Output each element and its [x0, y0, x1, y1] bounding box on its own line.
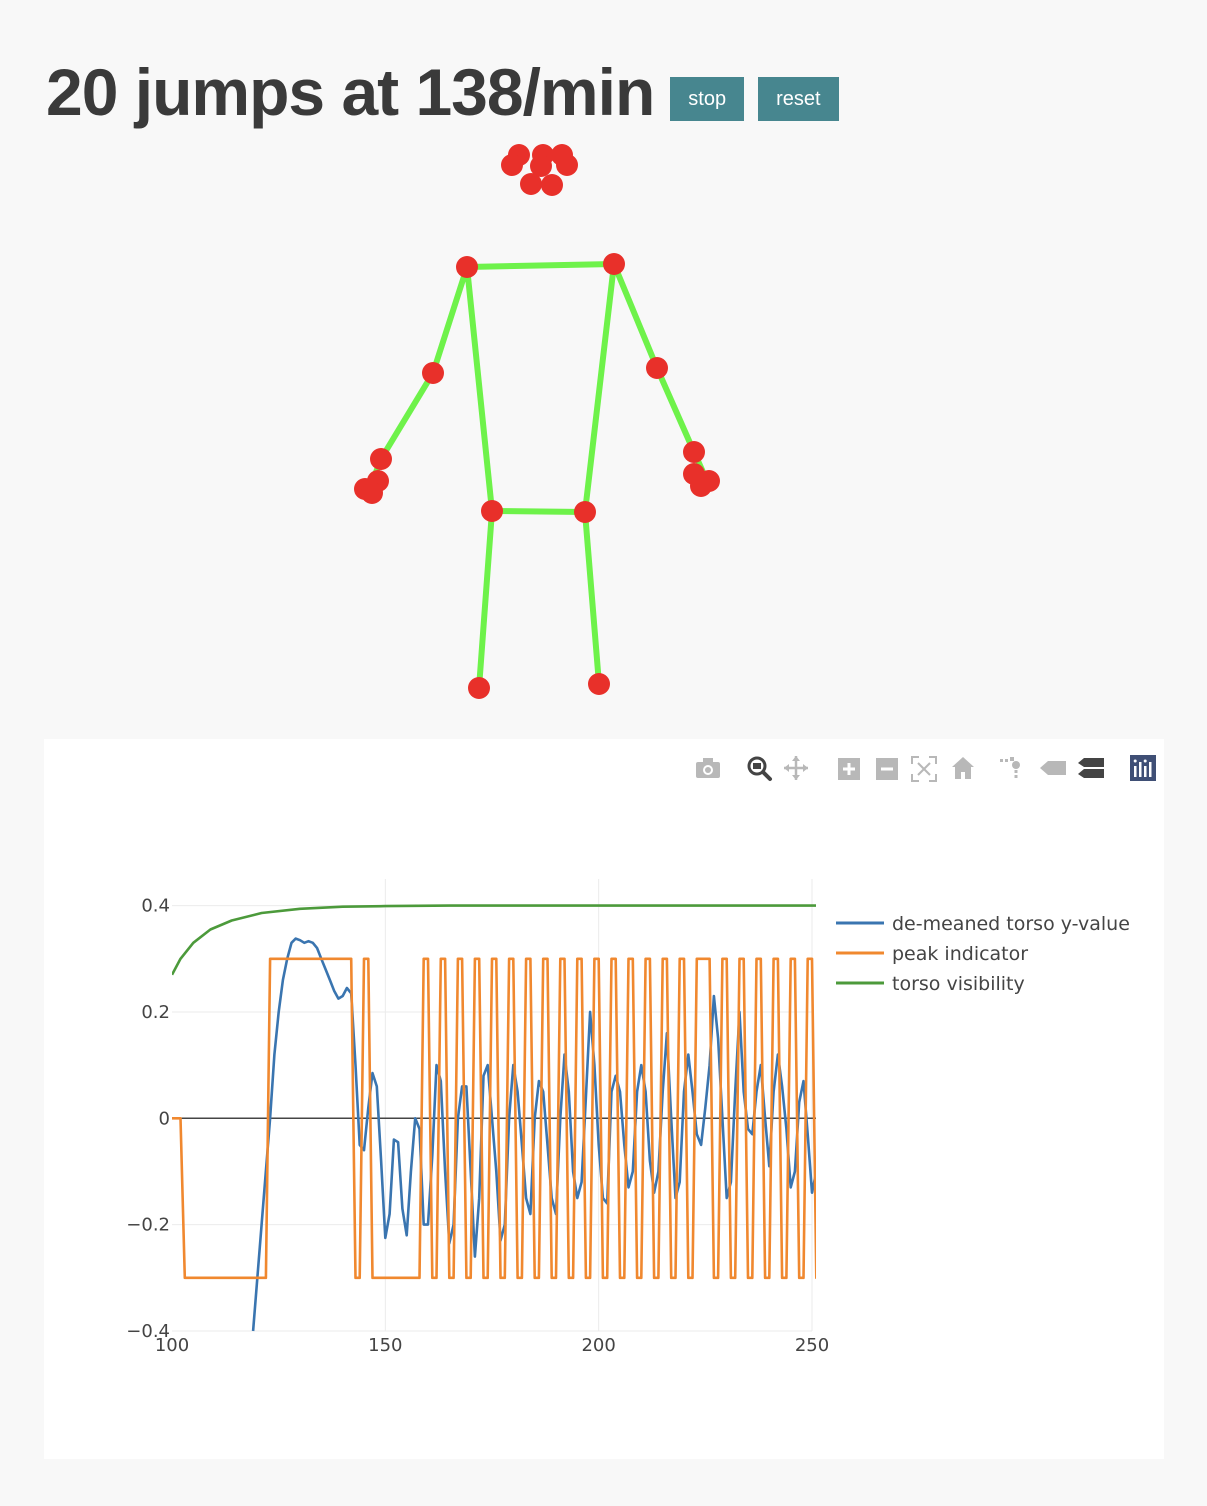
- left-torso-bone: [464, 264, 495, 514]
- left-upper-arm-bone: [430, 264, 470, 376]
- hover-compare-icon[interactable]: [1078, 758, 1104, 778]
- shoulder-bone: [464, 261, 617, 270]
- line-chart[interactable]: 100 150 200 250 0.4 0.2 0 −0.2 −0.4 de-meaned to…: [44, 739, 1164, 1459]
- left-thigh-bone: [476, 508, 495, 691]
- chart-legend[interactable]: de-meaned torso y-value peak indicator tor…: [836, 913, 1130, 995]
- right-wrist-joint: [683, 441, 705, 463]
- reset-button[interactable]: reset: [758, 77, 839, 121]
- skeleton-bones: [367, 261, 710, 691]
- skeleton-joints: [354, 144, 720, 699]
- face-point: [501, 154, 523, 176]
- legend-item[interactable]: torso visibility: [836, 973, 1025, 995]
- x-tick-label: 250: [795, 1335, 829, 1356]
- face-point: [541, 174, 563, 196]
- chart-ticks: 100 150 200 250 0.4 0.2 0 −0.2 −0.4: [126, 896, 829, 1356]
- legend-item[interactable]: de-meaned torso y-value: [836, 913, 1130, 935]
- x-tick-label: 200: [581, 1335, 615, 1356]
- series-line-2: [172, 904, 816, 976]
- zoom-out-icon[interactable]: [876, 758, 898, 780]
- y-tick-label: −0.2: [126, 1215, 170, 1236]
- right-upper-arm-bone: [611, 261, 660, 371]
- legend-label: peak indicator: [892, 943, 1028, 965]
- hip-bone: [489, 508, 588, 515]
- legend-label: de-meaned torso y-value: [892, 913, 1130, 935]
- right-knee-joint: [588, 673, 610, 695]
- plot-panel: 100 150 200 250 0.4 0.2 0 −0.2 −0.4 de-meaned to…: [44, 739, 1164, 1459]
- legend-label: torso visibility: [892, 973, 1025, 995]
- left-knee-joint: [468, 677, 490, 699]
- chart-series: [172, 904, 816, 1332]
- hover-closest-icon[interactable]: [1040, 761, 1066, 775]
- right-elbow-joint: [646, 357, 668, 379]
- face-point: [556, 154, 578, 176]
- y-tick-label: 0.2: [141, 1002, 170, 1023]
- pan-icon[interactable]: [784, 756, 808, 780]
- right-hand-joint: [690, 475, 712, 497]
- left-hand-joint: [361, 482, 383, 504]
- right-thigh-bone: [582, 509, 602, 687]
- right-hip-joint: [574, 501, 596, 523]
- y-tick-label: 0: [159, 1108, 170, 1129]
- spike-lines-icon[interactable]: [1000, 757, 1020, 778]
- page-title: 20 jumps at 138/min: [46, 55, 655, 129]
- left-wrist-joint: [370, 448, 392, 470]
- left-hip-joint: [481, 500, 503, 522]
- left-shoulder-joint: [456, 256, 478, 278]
- right-forearm-bone: [654, 365, 697, 455]
- x-tick-label: 100: [155, 1335, 189, 1356]
- left-elbow-joint: [422, 362, 444, 384]
- series-line-1: [172, 957, 816, 1280]
- zoom-icon[interactable]: [747, 756, 772, 781]
- home-icon[interactable]: [952, 757, 974, 779]
- plot-modebar: [696, 755, 1156, 782]
- pose-skeleton: [354, 144, 720, 699]
- autoscale-icon[interactable]: [911, 756, 937, 782]
- legend-item[interactable]: peak indicator: [836, 943, 1028, 965]
- x-tick-label: 150: [368, 1335, 402, 1356]
- face-point: [520, 173, 542, 195]
- plotly-logo-icon[interactable]: [1130, 755, 1156, 781]
- right-shoulder-joint: [603, 253, 625, 275]
- y-tick-label: 0.4: [141, 896, 170, 917]
- zoom-in-icon[interactable]: [838, 758, 860, 780]
- left-forearm-bone: [378, 370, 436, 462]
- y-tick-label: −0.4: [126, 1321, 170, 1342]
- stop-button[interactable]: stop: [670, 77, 745, 121]
- face-point: [530, 155, 552, 177]
- right-torso-bone: [582, 261, 617, 515]
- page-header: 20 jumps at 138/min stop reset: [46, 52, 839, 132]
- camera-icon[interactable]: [696, 758, 720, 778]
